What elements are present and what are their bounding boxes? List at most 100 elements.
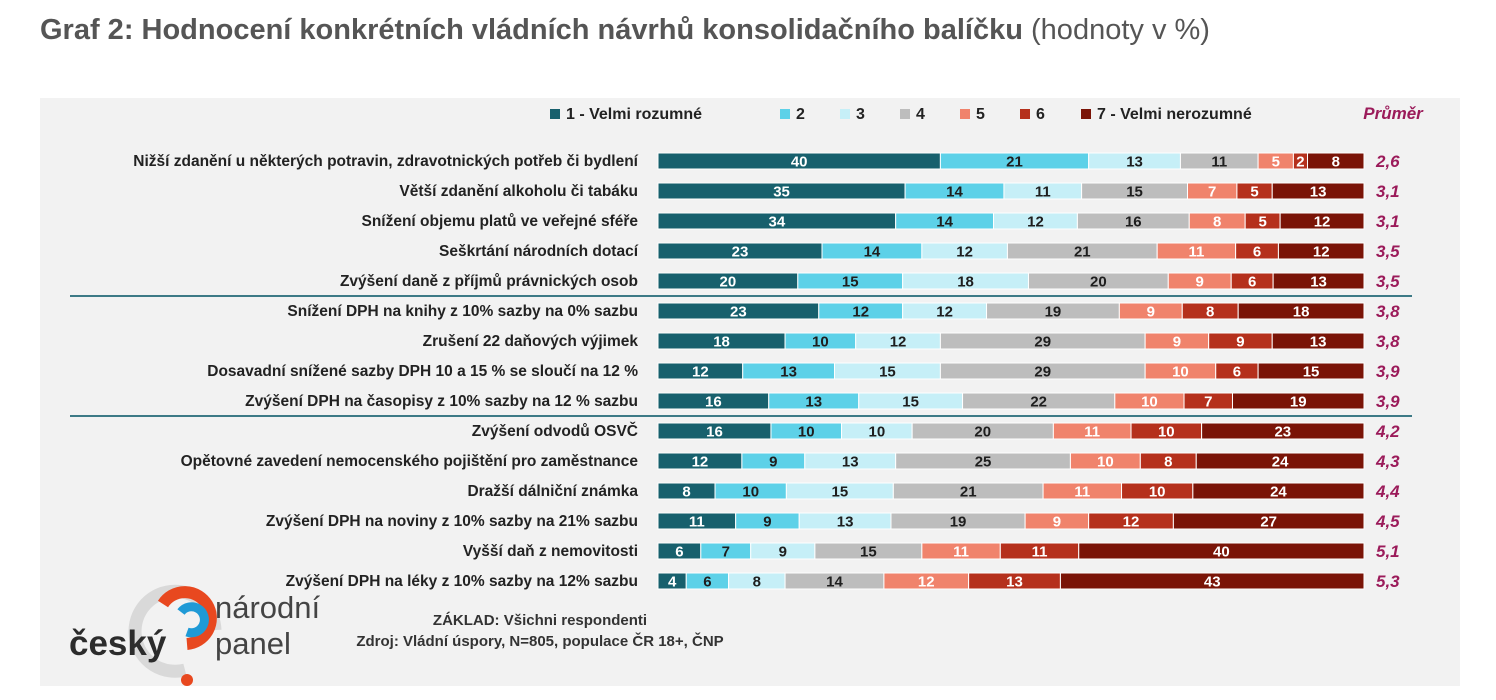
data-label: 11 <box>1032 544 1048 561</box>
data-label: 15 <box>860 544 877 561</box>
bar-segment <box>1237 302 1365 320</box>
data-label: 15 <box>832 484 849 501</box>
legend-swatch-1 <box>550 109 560 119</box>
average-value: 3,1 <box>1376 182 1400 201</box>
data-label: 11 <box>1211 154 1227 171</box>
data-label: 27 <box>1260 514 1277 531</box>
bar-segment <box>1195 452 1365 470</box>
legend-swatch-6 <box>1020 109 1030 119</box>
data-label: 12 <box>918 574 935 591</box>
data-label: 23 <box>732 244 749 261</box>
page-title-main: Graf 2: Hodnocení konkrétních vládních n… <box>40 14 1023 46</box>
legend-label-6: 6 <box>1036 106 1045 123</box>
data-label: 5 <box>1250 184 1258 201</box>
data-label: 11 <box>953 544 969 561</box>
data-label: 12 <box>852 304 869 321</box>
average-value: 3,8 <box>1376 302 1400 321</box>
data-label: 10 <box>1141 394 1158 411</box>
logo-word-main: český <box>69 624 167 663</box>
average-value: 3,5 <box>1376 242 1400 261</box>
data-label: 14 <box>946 184 963 201</box>
data-label: 10 <box>798 424 815 441</box>
data-label: 6 <box>1248 274 1256 291</box>
data-label: 10 <box>869 424 886 441</box>
data-label: 12 <box>1313 244 1330 261</box>
data-label: 8 <box>1332 154 1340 171</box>
category-label: Větší zdanění alkoholu či tabáku <box>399 183 638 200</box>
legend-swatch-5 <box>960 109 970 119</box>
category-label: Zrušení 22 daňových výjimek <box>423 333 639 350</box>
bar-segment <box>1078 542 1365 560</box>
data-label: 12 <box>1314 214 1331 231</box>
data-label: 9 <box>1173 334 1181 351</box>
data-label: 29 <box>1034 364 1051 381</box>
category-label: Zvýšení DPH na časopisy z 10% sazby na 1… <box>245 393 638 410</box>
average-value: 3,5 <box>1376 272 1400 291</box>
data-label: 14 <box>864 244 881 261</box>
data-label: 9 <box>1053 514 1061 531</box>
data-label: 18 <box>1293 304 1310 321</box>
data-label: 34 <box>768 214 785 231</box>
data-label: 11 <box>1188 244 1204 261</box>
data-label: 35 <box>773 184 790 201</box>
average-value: 3,8 <box>1376 332 1400 351</box>
average-header: Průměr <box>1363 104 1424 123</box>
data-label: 13 <box>1126 154 1143 171</box>
data-label: 25 <box>975 454 992 471</box>
data-label: 10 <box>1158 424 1175 441</box>
bar-segment <box>1231 392 1365 410</box>
chart-panel: 1 - Velmi rozumné 2 3 4 5 6 7 - Velmi nerozumn… <box>40 98 1460 686</box>
data-label: 9 <box>763 514 771 531</box>
data-label: 9 <box>779 544 787 561</box>
data-label: 8 <box>1164 454 1172 471</box>
chart-footnote: ZÁKLAD: Všichni respondenti Zdroj: Vládn… <box>40 610 1040 652</box>
data-label: 7 <box>1204 394 1212 411</box>
category-label: Seškrtání národních dotací <box>439 243 639 260</box>
legend-swatch-3 <box>840 109 850 119</box>
data-label: 6 <box>703 574 711 591</box>
average-value: 4,5 <box>1375 512 1400 531</box>
data-label: 20 <box>974 424 991 441</box>
category-label: Nižší zdanění u některých potravin, zdra… <box>133 153 638 170</box>
data-label: 22 <box>1030 394 1047 411</box>
data-label: 8 <box>753 574 761 591</box>
data-label: 6 <box>1233 364 1241 381</box>
data-label: 12 <box>1123 514 1140 531</box>
data-label: 6 <box>675 544 683 561</box>
bar-segment <box>1277 242 1365 260</box>
data-label: 12 <box>692 364 709 381</box>
data-label: 14 <box>936 214 953 231</box>
data-label: 9 <box>1147 304 1155 321</box>
data-label: 21 <box>960 484 977 501</box>
data-label: 10 <box>1172 364 1189 381</box>
bar-segment <box>1271 182 1365 200</box>
data-label: 12 <box>692 454 709 471</box>
data-label: 19 <box>950 514 967 531</box>
legend-label-4: 4 <box>916 106 925 123</box>
data-label: 12 <box>956 244 973 261</box>
data-label: 13 <box>842 454 859 471</box>
legend-label-7: 7 - Velmi nerozumné <box>1097 106 1252 123</box>
data-label: 13 <box>805 394 822 411</box>
average-value: 5,3 <box>1376 572 1400 591</box>
data-label: 18 <box>957 274 974 291</box>
data-label: 13 <box>1310 184 1327 201</box>
legend-swatch-2 <box>780 109 790 119</box>
average-value: 5,1 <box>1376 542 1400 561</box>
category-label: Snížení objemu platů ve veřejné sféře <box>361 213 638 230</box>
data-label: 5 <box>1272 154 1280 171</box>
data-label: 13 <box>837 514 854 531</box>
logo-mark-icon <box>128 584 222 686</box>
data-label: 23 <box>730 304 747 321</box>
data-label: 10 <box>742 484 759 501</box>
bar-segment <box>1271 332 1365 350</box>
cesky-narodni-panel-logo: český národní panel <box>55 582 355 692</box>
data-label: 15 <box>879 364 896 381</box>
data-label: 9 <box>1196 274 1204 291</box>
data-label: 13 <box>1310 274 1327 291</box>
data-label: 11 <box>1035 184 1051 201</box>
average-value: 2,6 <box>1375 152 1400 171</box>
data-label: 13 <box>1006 574 1023 591</box>
bar-segment <box>1192 482 1365 500</box>
data-label: 16 <box>706 424 723 441</box>
